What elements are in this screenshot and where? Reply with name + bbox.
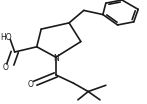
Text: O: O [3, 63, 9, 72]
Text: HO: HO [0, 33, 12, 42]
Text: N: N [53, 54, 59, 63]
Text: O: O [28, 80, 34, 89]
